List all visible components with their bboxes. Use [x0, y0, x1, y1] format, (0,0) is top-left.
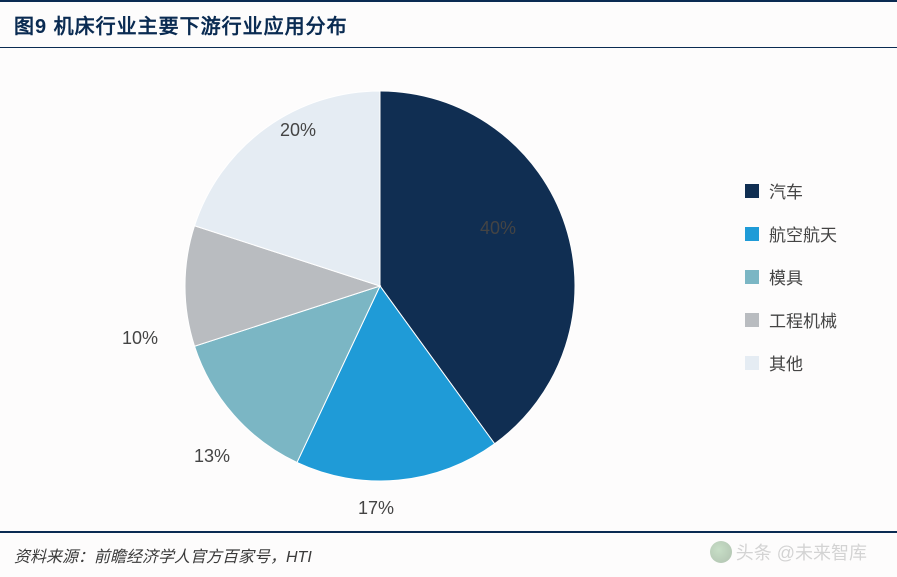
legend-label: 模具 [769, 264, 803, 289]
legend-swatch [745, 313, 759, 327]
legend-item: 模具 [745, 264, 837, 289]
legend-swatch [745, 184, 759, 198]
source-text: 资料来源：前瞻经济学人官方百家号，HTI [14, 549, 312, 566]
legend-item: 汽车 [745, 178, 837, 203]
legend-item: 其他 [745, 350, 837, 375]
figure-container: 图9 机床行业主要下游行业应用分布 40% 17% 13% 10% 20% 汽车航空航天… [0, 0, 897, 577]
legend-item: 航空航天 [745, 221, 837, 246]
footer-bar: 资料来源：前瞻经济学人官方百家号，HTI 头条 @未来智库 [0, 531, 897, 577]
watermark: 头条 @未来智库 [710, 539, 867, 565]
legend-item: 工程机械 [745, 307, 837, 332]
pie-chart [180, 86, 580, 486]
legend-label: 其他 [769, 350, 803, 375]
figure-title: 图9 机床行业主要下游行业应用分布 [14, 10, 883, 39]
watermark-text: 头条 @未来智库 [736, 539, 867, 565]
legend-label: 汽车 [769, 178, 803, 203]
slice-pct-label: 40% [480, 218, 516, 239]
slice-pct-label: 17% [358, 498, 394, 519]
slice-pct-label: 10% [122, 328, 158, 349]
pie-svg [180, 86, 580, 486]
legend-swatch [745, 356, 759, 370]
legend-label: 航空航天 [769, 221, 837, 246]
slice-pct-label: 13% [194, 446, 230, 467]
legend-swatch [745, 270, 759, 284]
chart-area: 40% 17% 13% 10% 20% 汽车航空航天模具工程机械其他 [0, 48, 897, 518]
wechat-icon [710, 541, 732, 563]
title-bar: 图9 机床行业主要下游行业应用分布 [0, 0, 897, 48]
legend-swatch [745, 227, 759, 241]
legend-label: 工程机械 [769, 307, 837, 332]
legend: 汽车航空航天模具工程机械其他 [745, 178, 837, 393]
slice-pct-label: 20% [280, 120, 316, 141]
